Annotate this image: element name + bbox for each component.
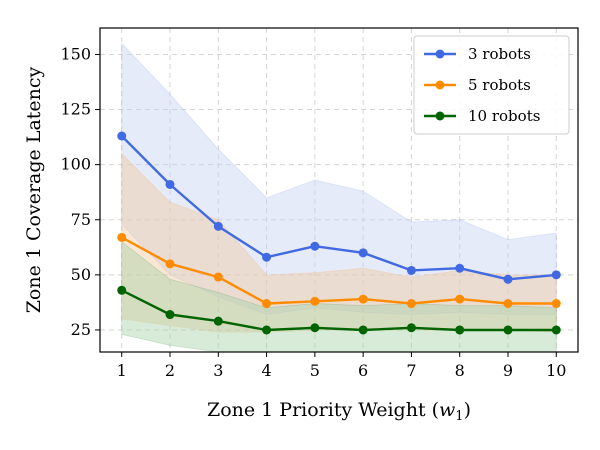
data-point xyxy=(358,325,368,335)
data-point xyxy=(503,274,513,284)
data-point xyxy=(213,221,223,231)
y-tick-label: 50 xyxy=(71,265,91,284)
series-line xyxy=(121,236,557,305)
data-point xyxy=(358,294,368,304)
data-point xyxy=(262,299,272,309)
data-point xyxy=(310,323,320,333)
series-lines xyxy=(117,131,561,335)
legend-label: 10 robots xyxy=(468,107,540,125)
axis-ticks: 1 2 3 4 5 6 7 8 9 10 25 50 75 100 125 150 xyxy=(60,44,566,380)
x-tick-label: 2 xyxy=(165,361,175,380)
x-tick-label: 10 xyxy=(546,361,566,380)
y-tick-label: 75 xyxy=(71,210,91,229)
data-point xyxy=(503,299,513,309)
legend-box xyxy=(413,35,570,135)
legend-label: 5 robots xyxy=(468,76,531,94)
series-line xyxy=(121,289,557,332)
data-point xyxy=(551,299,561,309)
data-point xyxy=(262,252,272,262)
data-point xyxy=(310,241,320,251)
x-axis-label: Zone 1 Priority Weight (w1) xyxy=(207,399,471,424)
x-tick-label: 7 xyxy=(406,361,416,380)
legend: 3 robots 5 robots 10 robots xyxy=(413,35,570,135)
x-axis-label-text: Zone 1 Priority Weight ( xyxy=(207,399,439,421)
x-tick-label: 5 xyxy=(310,361,320,380)
data-point xyxy=(165,310,175,320)
x-axis-label-subscript: 1 xyxy=(455,409,463,424)
data-point xyxy=(262,325,272,335)
y-tick-label: 100 xyxy=(60,155,91,174)
series-line xyxy=(120,135,557,281)
y-tick-label: 25 xyxy=(71,320,91,339)
data-point xyxy=(213,272,223,282)
data-point xyxy=(455,294,465,304)
data-point xyxy=(406,323,416,333)
data-point xyxy=(310,296,320,306)
data-point xyxy=(406,265,416,275)
legend-swatch-marker xyxy=(435,111,445,121)
legend-swatch-marker xyxy=(435,80,445,90)
x-tick-label: 1 xyxy=(117,361,127,380)
data-point xyxy=(165,259,175,269)
data-point xyxy=(406,299,416,309)
x-tick-label: 8 xyxy=(455,361,465,380)
data-point xyxy=(551,325,561,335)
x-axis-label-close: ) xyxy=(464,399,471,421)
y-tick-label: 150 xyxy=(60,44,91,63)
confidence-band xyxy=(121,42,557,315)
data-point xyxy=(455,263,465,273)
x-tick-label: 6 xyxy=(358,361,368,380)
x-tick-label: 9 xyxy=(503,361,513,380)
legend-label: 3 robots xyxy=(468,45,531,63)
data-point xyxy=(551,270,561,280)
data-point xyxy=(117,285,127,295)
data-point xyxy=(503,325,513,335)
x-tick-label: 3 xyxy=(213,361,223,380)
x-tick-label: 4 xyxy=(261,361,271,380)
data-point xyxy=(213,316,223,326)
legend-swatch-marker xyxy=(435,49,445,59)
x-axis-label-symbol: w xyxy=(439,399,455,421)
plot-frame xyxy=(99,27,579,353)
data-point xyxy=(455,325,465,335)
data-point xyxy=(117,131,127,141)
y-axis-label: Zone 1 Coverage Latency xyxy=(23,66,45,313)
data-point xyxy=(165,179,175,189)
data-point xyxy=(117,232,127,242)
y-tick-label: 125 xyxy=(60,100,91,119)
data-point xyxy=(358,248,368,258)
